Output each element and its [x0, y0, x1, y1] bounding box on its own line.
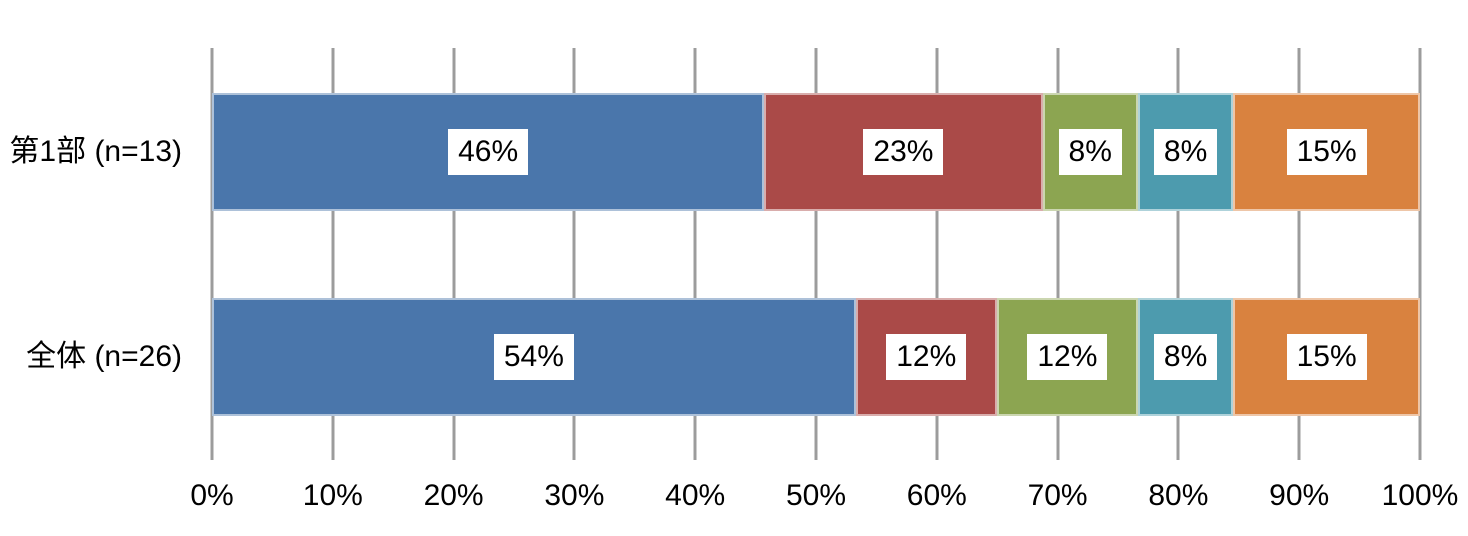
bar-segment-red: 12% [855, 298, 997, 416]
segment-data-label: 12% [886, 334, 967, 380]
bar-segment-teal: 8% [1137, 93, 1234, 211]
category-label-0: 第1部 (n=13) [9, 135, 182, 168]
segment-data-label: 23% [863, 129, 944, 175]
x-axis-tick-label-50: 50% [785, 479, 847, 512]
x-axis-tick-label-0: 0% [190, 479, 234, 512]
gridline-40 [693, 48, 697, 460]
gridline-0 [210, 48, 214, 460]
bar-segment-blue: 46% [212, 93, 765, 211]
segment-data-label: 54% [493, 334, 574, 380]
bar-segment-green: 12% [996, 298, 1138, 416]
bar-segment-blue: 54% [212, 298, 856, 416]
bar-row-0: 46% 23% 8% 8% 15% [212, 93, 1420, 211]
segment-data-label: 12% [1027, 334, 1108, 380]
gridline-100 [1418, 48, 1422, 460]
x-axis-tick-label-30: 30% [544, 479, 605, 512]
bar-row-1: 54% 12% 12% 8% 15% [212, 298, 1420, 416]
plot-area: 46% 23% 8% 8% 15% 54% 12% 12% 8% 15% [210, 48, 1422, 460]
bar-segment-orange: 15% [1233, 298, 1420, 416]
bar-segment-orange: 15% [1233, 93, 1420, 211]
segment-data-label: 8% [1153, 334, 1218, 380]
bar-segment-teal: 8% [1137, 298, 1234, 416]
gridline-20 [452, 48, 456, 460]
gridline-60 [935, 48, 939, 460]
segment-data-label: 8% [1153, 129, 1218, 175]
gridline-80 [1176, 48, 1180, 460]
x-axis-tick-label-100: 100% [1381, 479, 1459, 512]
gridline-90 [1297, 48, 1301, 460]
x-axis-tick-label-60: 60% [906, 479, 967, 512]
x-axis-tick-label-90: 90% [1269, 479, 1330, 512]
gridline-50 [814, 48, 818, 460]
x-axis-tick-label-20: 20% [423, 479, 484, 512]
bar-segment-red: 23% [764, 93, 1043, 211]
x-axis-tick-label-70: 70% [1027, 479, 1088, 512]
x-axis-tick-label-10: 10% [302, 479, 363, 512]
segment-data-label: 8% [1058, 129, 1122, 175]
x-axis-tick-label-80: 80% [1148, 479, 1209, 512]
gridline-30 [572, 48, 576, 460]
gridline-10 [331, 48, 335, 460]
segment-data-label: 46% [448, 129, 529, 175]
gridline-70 [1056, 48, 1060, 460]
category-label-1: 全体 (n=26) [26, 340, 182, 373]
segment-data-label: 15% [1286, 129, 1367, 175]
segment-data-label: 15% [1286, 334, 1367, 380]
x-axis-tick-label-40: 40% [665, 479, 726, 512]
bar-segment-green: 8% [1042, 93, 1138, 211]
